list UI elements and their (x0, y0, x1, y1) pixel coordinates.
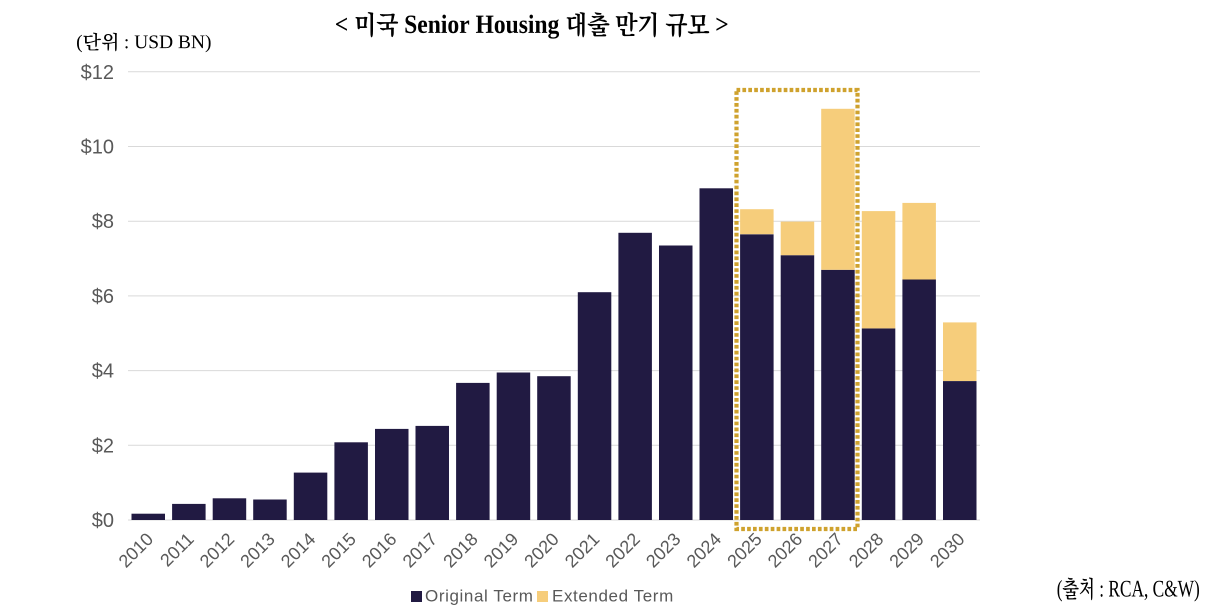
svg-text:$12: $12 (81, 62, 114, 84)
svg-text:$0: $0 (92, 510, 114, 532)
svg-text:$8: $8 (92, 211, 114, 233)
svg-text:$2: $2 (92, 435, 114, 457)
svg-text:$4: $4 (92, 361, 114, 383)
svg-text:Original Term: Original Term (425, 587, 534, 606)
svg-text:$10: $10 (81, 137, 114, 159)
svg-text:$6: $6 (92, 286, 114, 308)
svg-text:Extended Term: Extended Term (552, 587, 674, 606)
